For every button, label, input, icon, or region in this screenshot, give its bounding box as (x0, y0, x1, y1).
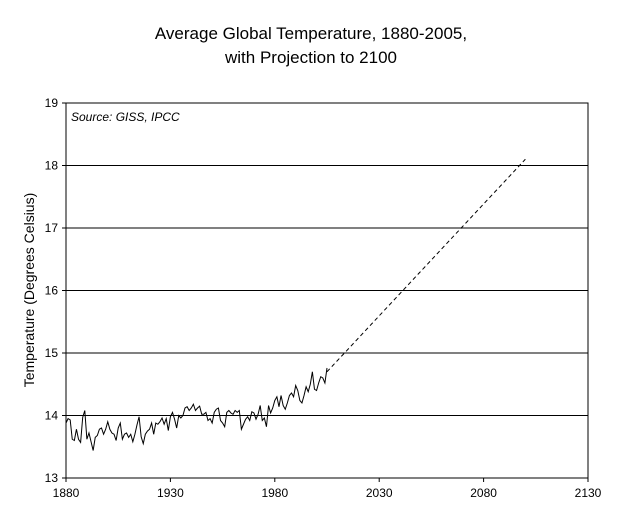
x-tick-label: 1930 (157, 486, 184, 500)
y-tick-label: 14 (45, 409, 59, 423)
y-tick-label: 15 (45, 346, 59, 360)
y-tick-label: 16 (45, 284, 59, 298)
y-tick-label: 19 (45, 96, 59, 110)
series-layer (65, 158, 526, 451)
x-tick-label: 2080 (470, 486, 497, 500)
observed-series-line (65, 367, 328, 451)
gridlines (66, 165, 588, 416)
x-tick-label: 1880 (53, 486, 80, 500)
y-axis-ticks: 13 14 15 16 17 18 19 (45, 96, 66, 485)
y-axis-label: Temperature (Degrees Celsius) (21, 193, 37, 388)
chart-title-line-2: with Projection to 2100 (224, 48, 397, 67)
x-tick-label: 2130 (575, 486, 602, 500)
x-tick-label: 1980 (261, 486, 288, 500)
source-annotation: Source: GISS, IPCC (71, 110, 180, 124)
x-tick-label: 2030 (366, 486, 393, 500)
projection-series-line (326, 158, 526, 373)
y-tick-label: 18 (45, 159, 59, 173)
y-tick-label: 17 (45, 221, 59, 235)
y-tick-label: 13 (45, 471, 59, 485)
chart-title-line-1: Average Global Temperature, 1880-2005, (155, 24, 467, 43)
x-axis-ticks: 1880 1930 1980 2030 2080 2130 (53, 478, 602, 500)
